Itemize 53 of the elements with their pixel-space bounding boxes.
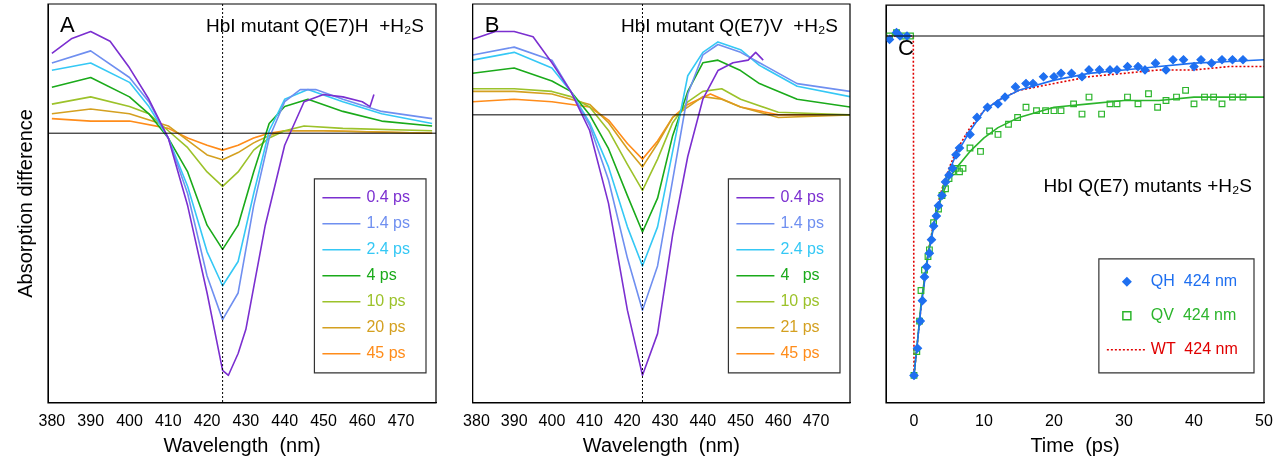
x-tick-label: 410: [576, 411, 604, 429]
x-tick-label: 450: [310, 411, 337, 429]
x-tick-label: 30: [1115, 411, 1133, 429]
annotation: HbI Q(E7) mutants +H₂S: [1043, 175, 1252, 197]
chart-title: HbI mutant Q(E7)V +H₂S: [621, 15, 838, 36]
x-tick-label: 410: [154, 411, 182, 429]
x-tick-label: 400: [116, 411, 143, 429]
x-tick-label: 430: [232, 411, 260, 429]
legend-label: 20 ps: [366, 318, 406, 336]
x-tick-label: 380: [463, 411, 490, 429]
x-tick-label: 430: [651, 411, 679, 429]
legend-label: 45 ps: [780, 344, 820, 362]
x-axis-title: Wavelength (nm): [582, 433, 740, 456]
x-tick-label: 420: [614, 411, 641, 429]
annotation: A: [60, 12, 75, 37]
legend-label: 1.4 ps: [366, 214, 411, 232]
legend-label: 4 ps: [366, 266, 397, 284]
legend-label: 0.4 ps: [366, 188, 411, 206]
legend-label: 10 ps: [366, 292, 406, 310]
legend-label: 21 ps: [780, 318, 820, 336]
x-tick-label: 10: [975, 411, 993, 429]
legend-label: 1.4 ps: [780, 214, 825, 232]
chart-title: HbI mutant Q(E7)H +H₂S: [205, 15, 424, 36]
x-tick-label: 400: [538, 411, 566, 429]
annotation: C: [898, 35, 914, 61]
x-tick-label: 20: [1045, 411, 1063, 429]
legend-label: 10 ps: [780, 292, 820, 310]
y-axis-title: Absorption difference: [13, 109, 36, 298]
legend-label: 45 ps: [366, 344, 406, 362]
legend-label: 0.4 ps: [780, 188, 825, 206]
legend-label: WT 424 nm: [1150, 340, 1238, 358]
x-tick-label: 420: [193, 411, 221, 429]
x-tick-label: 440: [271, 411, 299, 429]
x-tick-label: 40: [1185, 411, 1203, 429]
x-tick-label: 460: [764, 411, 792, 429]
x-tick-label: 50: [1255, 411, 1273, 429]
legend-label: 2.4 ps: [366, 240, 411, 258]
x-tick-label: 470: [387, 411, 415, 429]
x-tick-label: 440: [689, 411, 717, 429]
annotation: B: [484, 12, 500, 37]
legend-label: 2.4 ps: [780, 240, 825, 258]
x-tick-label: 450: [727, 411, 755, 429]
x-tick-label: 390: [500, 411, 528, 429]
x-tick-label: 380: [38, 411, 66, 429]
x-axis-title: Wavelength (nm): [163, 433, 321, 456]
x-tick-label: 0: [909, 411, 919, 429]
legend-label: QV 424 nm: [1150, 306, 1237, 324]
x-tick-label: 470: [802, 411, 830, 429]
x-tick-label: 460: [348, 411, 376, 429]
legend-label: 4 ps: [780, 266, 820, 284]
legend-label: QH 424 nm: [1150, 272, 1238, 290]
x-axis-title: Time (ps): [1030, 433, 1120, 456]
x-tick-label: 390: [77, 411, 105, 429]
